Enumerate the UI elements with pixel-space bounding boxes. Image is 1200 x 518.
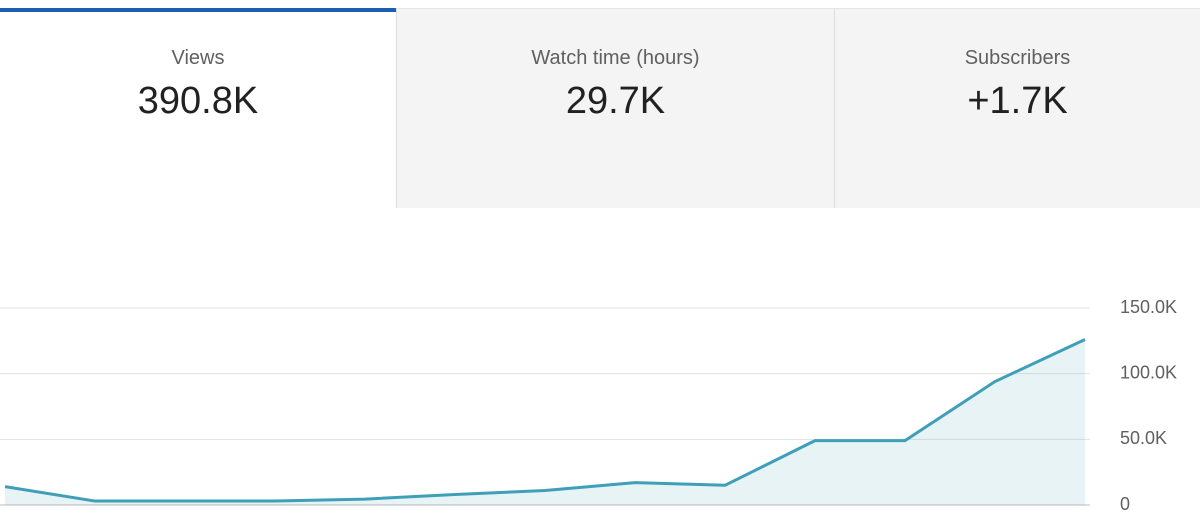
metric-tab[interactable]: Subscribers +1.7K	[834, 8, 1200, 208]
metric-tabs: Views 390.8K Watch time (hours) 29.7K Subscr…	[0, 8, 1200, 208]
y-tick-label: 0	[1120, 494, 1130, 514]
tab-label: Views	[171, 47, 225, 69]
tab-value: 29.7K	[565, 80, 666, 122]
area	[5, 339, 1085, 505]
line	[4, 338, 1086, 503]
metric-tab[interactable]: Watch time (hours) 29.7K	[396, 8, 834, 208]
y-tick-label: 100.0K	[1120, 362, 1177, 382]
tab-value: 390.8K	[137, 80, 259, 122]
metric-tab[interactable]: Views 390.8K	[0, 8, 396, 208]
tab-value: +1.7K	[967, 80, 1068, 122]
tab-label: Watch time (hours)	[531, 47, 700, 69]
tab-label: Subscribers	[964, 47, 1071, 69]
y-tick-label: 50.0K	[1120, 428, 1167, 448]
y-tick-label: 150.0K	[1120, 297, 1177, 317]
